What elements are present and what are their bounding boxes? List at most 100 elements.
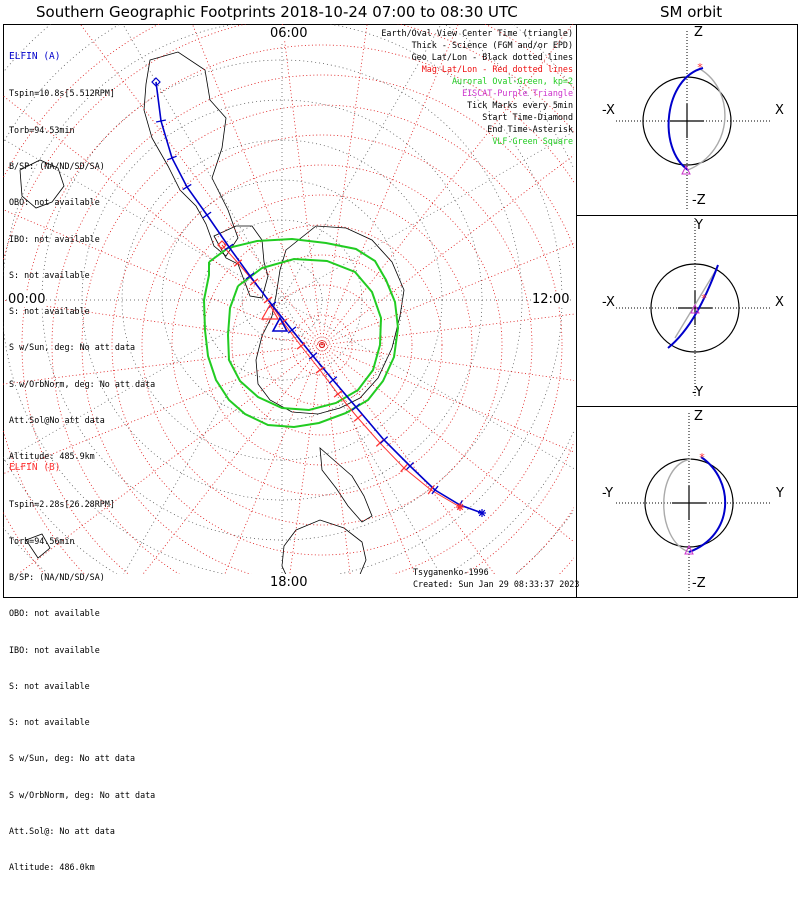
- mag-lat-circle: [171, 194, 473, 496]
- elfin-b-tick: [296, 342, 306, 350]
- orbit-title: SM orbit: [660, 3, 723, 21]
- auroral-ovals: [202, 237, 400, 429]
- elfin-b-line: Att.Sol@: No att data: [9, 826, 115, 836]
- elfin-b-tick: [353, 414, 363, 422]
- orbit-panel-yz: [576, 406, 798, 598]
- elfin-b-tick: [233, 259, 243, 267]
- elfin-b-line: S: not available: [9, 717, 90, 728]
- orbit-panel-xz: [576, 24, 798, 216]
- elfin-b-tick: [315, 366, 325, 374]
- south-america-land: [143, 51, 239, 257]
- mag-lat-circle: [51, 74, 574, 574]
- elfin-a-tick: [182, 183, 192, 191]
- elfin-b-line: S w/Sun, deg: No att data: [9, 753, 136, 764]
- elfin-b-line: Torb=94.56min: [9, 535, 75, 546]
- elfin-a-line: S: not available: [9, 306, 90, 317]
- elfin-a-line: S w/OrbNorm, deg: No att data: [9, 378, 156, 389]
- orbit-axis-label: -X: [602, 103, 615, 118]
- asterisk-stroke: [456, 503, 464, 511]
- mag-lat-circle: [291, 314, 353, 376]
- mag-lat-circle: [231, 254, 413, 436]
- elfin-a-line: OBO: not available: [9, 197, 100, 208]
- elfin-a-line: Torb=94.53min: [9, 124, 75, 135]
- mlt-label-top: 06:00: [269, 26, 309, 41]
- legend-item: Earth/Oval View Center Time (triangle): [381, 28, 573, 38]
- elfin-b-line: OBO: not available: [9, 608, 100, 619]
- elfin-a-line: B/SP: (NA/ND/SD/SA): [9, 161, 105, 172]
- orbit-axis-label: -Y: [692, 385, 704, 400]
- mag-lat-circle: [261, 284, 383, 406]
- legend: Earth/Oval View Center Time (triangle) T…: [381, 27, 573, 147]
- mag-lon-line: [3, 313, 574, 385]
- orbit-axis-label: Z: [694, 409, 703, 424]
- legend-item: Tick Marks every 5min: [467, 100, 573, 111]
- orbit-axis-label: -Z: [692, 576, 706, 591]
- elfin-a-tick: [328, 376, 338, 384]
- elfin-b-tick: [263, 296, 273, 304]
- elfin-a-tick: [406, 461, 414, 471]
- mag-lat-circle: [141, 164, 503, 526]
- chart-title: Southern Geographic Footprints 2018-10-2…: [36, 3, 518, 21]
- orbit-axis-label: X: [775, 295, 784, 310]
- elfin-a-tick: [167, 155, 177, 161]
- elfin-a-start-diamond: [151, 77, 161, 87]
- model-credit: Tsyganenko-1996: [413, 567, 489, 577]
- elfin-b-tick: [427, 485, 435, 495]
- small-island: [25, 533, 51, 559]
- orbit-axis-label: -Z: [692, 193, 706, 208]
- mag-lat-circle: [21, 44, 574, 574]
- elfin-a-tick: [245, 272, 255, 280]
- legend-item: Auroral Oval-Green, kp=2: [451, 76, 573, 87]
- mag-lon-line: [17, 154, 574, 574]
- elfin-a-tick: [351, 403, 361, 411]
- elfin-a-tick: [202, 211, 212, 219]
- elfin-b-line: S: not available: [9, 680, 90, 691]
- legend-item: Geo Lat/Lon - Black dotted lines: [411, 52, 573, 63]
- legend-item: VLF-Green Square: [492, 136, 573, 147]
- new-zealand: [319, 447, 373, 523]
- mlt-label-bottom: 18:00: [269, 575, 309, 590]
- mag-lat-circle: [201, 224, 443, 466]
- legend-item: Thick - Science (FGM and/or EPD): [411, 40, 573, 51]
- orbit-axis-label: -X: [602, 295, 615, 310]
- legend-item: EISCAT-Purple Triangle: [462, 88, 573, 99]
- elfin-b-line: B/SP: (NA/ND/SD/SA): [9, 572, 105, 583]
- legend-item: Mag Lat/Lon - Red dotted lines: [421, 64, 573, 75]
- mag-pole-marker: [319, 342, 325, 348]
- elfin-a-line: IBO: not available: [9, 233, 100, 244]
- created-timestamp: Created: Sun Jan 29 08:33:37 2023: [413, 579, 580, 589]
- orbit-panel-xy: [576, 215, 798, 407]
- auroral-oval-inner: [226, 257, 383, 412]
- elfin-b-line: S w/OrbNorm, deg: No att data: [9, 789, 156, 800]
- elfin-b-end-asterisk: [456, 503, 464, 511]
- polar-map: [3, 24, 574, 574]
- elfin-a-line: S: not available: [9, 269, 90, 280]
- asterisk-stroke: [478, 509, 486, 517]
- elfin-a-tick: [431, 485, 439, 495]
- antarctica: [255, 225, 405, 415]
- elfin-a-tick: [155, 119, 167, 123]
- elfin-a-line: Altitude: 485.9km: [9, 451, 95, 462]
- elfin-b-line: IBO: not available: [9, 644, 100, 655]
- auroral-oval-outer: [202, 237, 400, 429]
- elfin-b-tick: [400, 463, 408, 473]
- mag-lon-line: [3, 242, 574, 475]
- orbit-axis-label: -Y: [602, 486, 614, 501]
- mag-lat-circle: [81, 104, 563, 574]
- elfin-b-center-triangle: [260, 303, 280, 320]
- elfin-b-line: Altitude: 486.0km: [9, 862, 95, 873]
- elfin-a-tick: [379, 436, 389, 444]
- mlt-label-right: 12:00: [531, 292, 571, 307]
- orbit-axis-label: Y: [776, 486, 784, 501]
- elfin-a-line: Att.Sol@No att data: [9, 415, 105, 425]
- elfin-b-info: ELFIN (B) Tspin=2.28s[26.28RPM] Torb=94.…: [9, 438, 155, 898]
- mag-lat-circle: [111, 134, 533, 556]
- mlt-label-left: 00:00: [7, 292, 47, 307]
- mag-lon-line: [3, 95, 574, 543]
- elfin-b-name: ELFIN (B): [9, 462, 61, 474]
- australia: [281, 519, 367, 574]
- elfin-a-tick: [287, 326, 297, 334]
- legend-item: End Time-Asterisk: [487, 124, 573, 135]
- elfin-b-tick: [249, 278, 259, 286]
- elfin-a-info: ELFIN (A) Tspin=10.8s[5.512RPM] Torb=94.…: [9, 27, 155, 487]
